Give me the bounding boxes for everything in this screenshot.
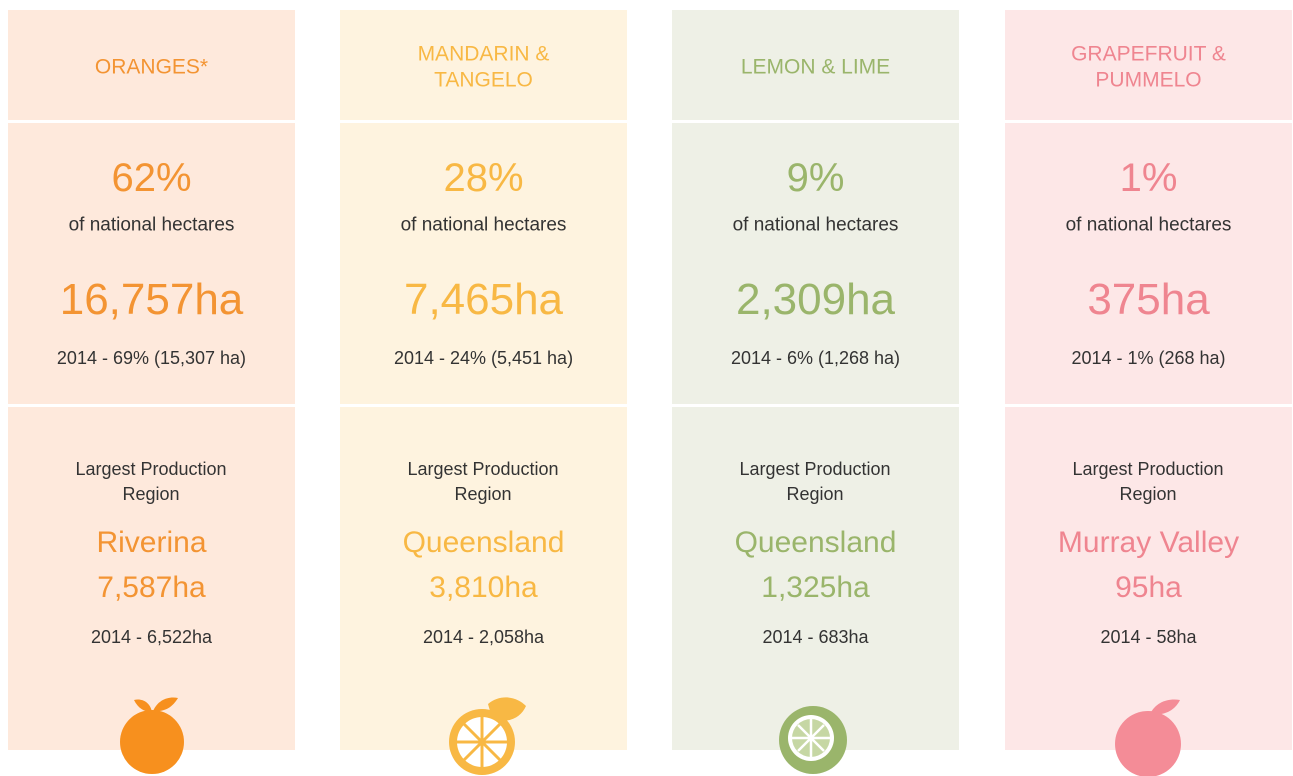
region-hectares: 3,810ha — [429, 571, 538, 604]
region-prior: 2014 - 58ha — [1100, 627, 1197, 647]
region-prior: 2014 - 683ha — [762, 627, 869, 647]
column: LEMON & LIME 9% of national hectares 2,309h… — [672, 10, 959, 750]
column-title: MANDARIN & — [417, 42, 550, 66]
share-label: of national hectares — [68, 214, 235, 236]
column: MANDARIN & TANGELO 28% of national hectares… — [340, 10, 627, 750]
column-title: LEMON & LIME — [740, 55, 891, 79]
column: GRAPEFRUIT & PUMMELO 1% of national hectare… — [1005, 10, 1292, 750]
column-title: GRAPEFRUIT & — [1071, 42, 1226, 66]
share: 28% — [443, 156, 524, 200]
region: Riverina — [96, 526, 207, 559]
region: Murray Valley — [1057, 526, 1240, 559]
orange-icon — [120, 697, 184, 774]
region-hectares: 95ha — [1115, 571, 1182, 604]
region-label: Largest Production Region — [1072, 459, 1224, 504]
prior: 2014 - 6% (1,268 ha) — [730, 348, 901, 368]
divider — [340, 120, 627, 123]
hectares: 2,309ha — [735, 275, 896, 324]
column: ORANGES* 62% of national hectares 16,757ha 2… — [8, 10, 295, 750]
divider — [8, 120, 295, 123]
divider — [1005, 404, 1292, 407]
share-label: of national hectares — [1065, 214, 1232, 236]
region-prior: 2014 - 2,058ha — [422, 627, 545, 647]
prior: 2014 - 69% (15,307 ha) — [56, 348, 247, 368]
share-label: of national hectares — [400, 214, 567, 236]
lime-icon — [779, 706, 847, 774]
divider — [1005, 120, 1292, 123]
share: 62% — [111, 156, 192, 200]
prior: 2014 - 24% (5,451 ha) — [393, 348, 574, 368]
divider — [672, 404, 959, 407]
region-prior: 2014 - 6,522ha — [90, 627, 213, 647]
hectares: 7,465ha — [403, 275, 564, 324]
region-hectares: 1,325ha — [761, 571, 870, 604]
column-title: PUMMELO — [1095, 68, 1202, 92]
region-hectares: 7,587ha — [97, 571, 206, 604]
prior: 2014 - 1% (268 ha) — [1071, 348, 1226, 368]
hectares: 16,757ha — [59, 275, 244, 324]
divider — [8, 404, 295, 407]
divider — [672, 120, 959, 123]
share-label: of national hectares — [732, 214, 899, 236]
region-label: Largest Production Region — [75, 459, 227, 504]
mandarin-icon — [449, 697, 526, 775]
share: 9% — [786, 156, 845, 200]
region-label: Largest Production Region — [407, 459, 559, 504]
region-label: Largest Production Region — [739, 459, 891, 504]
column-title: ORANGES* — [94, 55, 209, 79]
divider — [340, 404, 627, 407]
grapefruit-icon — [1115, 699, 1181, 776]
hectares: 375ha — [1087, 275, 1210, 324]
share: 1% — [1119, 156, 1178, 200]
region: Queensland — [734, 526, 897, 559]
column-title: TANGELO — [434, 68, 533, 92]
region: Queensland — [402, 526, 565, 559]
